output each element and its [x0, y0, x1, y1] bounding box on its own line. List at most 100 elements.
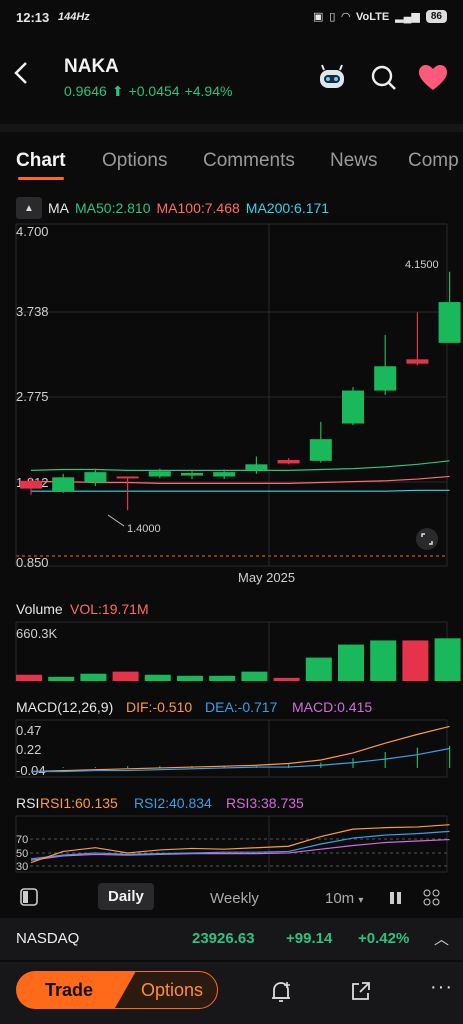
chart-canvas[interactable]: 4.700 3.738 2.775 1.812 0.850 May 2025 4… — [0, 222, 463, 882]
volume-bar — [273, 677, 300, 681]
ticker-symbol: NAKA — [64, 56, 119, 77]
volume-bar — [402, 640, 429, 681]
options-button-label: Options — [140, 979, 204, 1000]
volume-bar — [305, 657, 332, 681]
volume-bar — [177, 675, 203, 681]
period-bar: Daily Weekly 10m ▾ — [0, 880, 463, 916]
candle-body — [245, 464, 268, 471]
status-time: 12:13 — [16, 10, 50, 25]
stock-header: NAKA 0.9646 ⬆ +0.0454 +4.94% — [0, 38, 463, 118]
rsi3-line — [30, 838, 450, 861]
candle-body — [374, 366, 397, 391]
volume-bar — [434, 638, 461, 681]
tab-chart[interactable]: Chart — [16, 150, 66, 180]
candle-body — [213, 472, 236, 477]
low-annotation: 1.4000 — [127, 523, 161, 535]
period-10m[interactable]: 10m ▾ — [325, 890, 363, 907]
volume-bar — [370, 640, 397, 681]
refresh-rate: 144Hz — [58, 11, 90, 23]
volume-bar — [112, 671, 139, 681]
chevron-up-icon[interactable]: ︿ — [434, 931, 450, 948]
candle-body — [438, 302, 461, 343]
rsi-panel: RSI RSI1:60.135 RSI2:40.834 RSI3:38.735 … — [15, 795, 450, 873]
price-y-label: 2.775 — [16, 389, 49, 404]
macd-panel: MACD(12,26,9) DIF:-0.510 DEA:-0.717 MACD… — [15, 699, 451, 778]
signal-icon: ▂▄▆ — [395, 11, 420, 23]
candle-type-icon[interactable] — [389, 889, 403, 911]
rsi-title: RSI — [16, 795, 39, 811]
search-icon[interactable] — [370, 64, 398, 97]
robot-assistant-icon[interactable] — [316, 64, 348, 97]
tab-bar: Chart Options Comments News Comp — [0, 140, 463, 184]
favorite-heart-icon[interactable] — [418, 64, 448, 97]
candle-body — [342, 390, 364, 424]
rsi-series — [30, 824, 450, 864]
volume-title: Volume — [16, 601, 63, 617]
macd-dif: DIF:-0.510 — [126, 699, 192, 715]
share-icon[interactable] — [350, 980, 372, 1007]
rsi2-line — [30, 830, 450, 860]
ma-label: MA — [48, 200, 69, 216]
up-arrow-icon: ⬆ — [111, 83, 124, 99]
candle-body — [20, 480, 42, 489]
tab-company[interactable]: Comp — [408, 150, 459, 171]
ma200-value: MA200:6.171 — [245, 200, 330, 216]
candle-body — [148, 471, 171, 477]
rsi-y-label: 30 — [16, 861, 28, 873]
index-value: 23926.63 — [192, 930, 255, 947]
quote-line: 0.9646 ⬆ +0.0454 +4.94% — [64, 83, 232, 100]
volume-bar — [144, 674, 171, 681]
period-10m-label: 10m — [325, 890, 355, 907]
caret-down-icon: ▾ — [358, 895, 364, 906]
price-panel: 4.700 3.738 2.775 1.812 0.850 May 2025 4… — [15, 223, 461, 585]
macd-y-label: 0.47 — [16, 723, 41, 738]
volume-bar — [338, 644, 364, 681]
rsi-y-label: 50 — [16, 848, 28, 860]
tab-comments[interactable]: Comments — [203, 150, 295, 171]
low-annotation-line — [107, 514, 125, 527]
collapse-indicators-icon[interactable]: ▲ — [16, 197, 42, 219]
price-alert-bell-icon[interactable] — [270, 980, 292, 1009]
rsi1-line — [30, 824, 450, 864]
grid-menu-icon[interactable] — [423, 889, 441, 911]
volume-bar — [209, 675, 236, 681]
back-icon[interactable] — [12, 60, 30, 93]
more-icon[interactable]: ··· — [430, 976, 453, 998]
tab-options[interactable]: Options — [102, 150, 168, 171]
volume-bar — [241, 671, 268, 681]
rsi3-value: RSI3:38.735 — [226, 795, 304, 811]
divider — [0, 124, 463, 132]
percent-change: +4.94% — [184, 83, 233, 99]
high-annotation: 4.1500 — [405, 259, 439, 271]
volume-scale: 660.3K — [16, 626, 58, 641]
candle-body — [116, 476, 139, 479]
candle-body — [84, 472, 107, 483]
ma100-value: MA100:7.468 — [156, 200, 240, 216]
action-bar: Options Trade ··· — [0, 962, 463, 1024]
macd-y-label: -0.04 — [16, 763, 46, 778]
network-type: VoLTE — [355, 10, 390, 23]
ma200-line — [31, 489, 450, 492]
period-weekly[interactable]: Weekly — [210, 890, 259, 907]
candle-body — [181, 472, 203, 476]
macd-value: MACD:0.415 — [292, 699, 372, 715]
price-y-label: 4.700 — [16, 224, 49, 239]
volume-panel: Volume VOL:19.71M 660.3K — [15, 601, 461, 682]
volume-bar — [16, 674, 42, 681]
candle-body — [277, 459, 300, 464]
candle-body — [309, 439, 332, 461]
battery-icon: 86 — [425, 10, 447, 23]
wifi-icon: ◠ — [341, 11, 350, 23]
index-ticker[interactable]: NASDAQ 23926.63 +99.14 +0.42% ︿ — [0, 918, 463, 960]
index-percent: +0.42% — [358, 930, 410, 947]
status-bar: 12:13 144Hz ▣ ▯ ◠ VoLTE ▂▄▆ 86 — [0, 0, 463, 38]
tab-news[interactable]: News — [330, 150, 378, 171]
volume-bar — [80, 673, 107, 681]
price-change: +0.0454 — [128, 83, 180, 99]
fullscreen-icon — [416, 528, 438, 550]
macd-series — [30, 725, 451, 773]
trade-button[interactable]: Trade — [16, 971, 136, 1009]
period-daily[interactable]: Daily — [98, 883, 154, 910]
macd-y-label: 0.22 — [16, 742, 41, 757]
sidebar-toggle-icon[interactable] — [20, 888, 38, 910]
